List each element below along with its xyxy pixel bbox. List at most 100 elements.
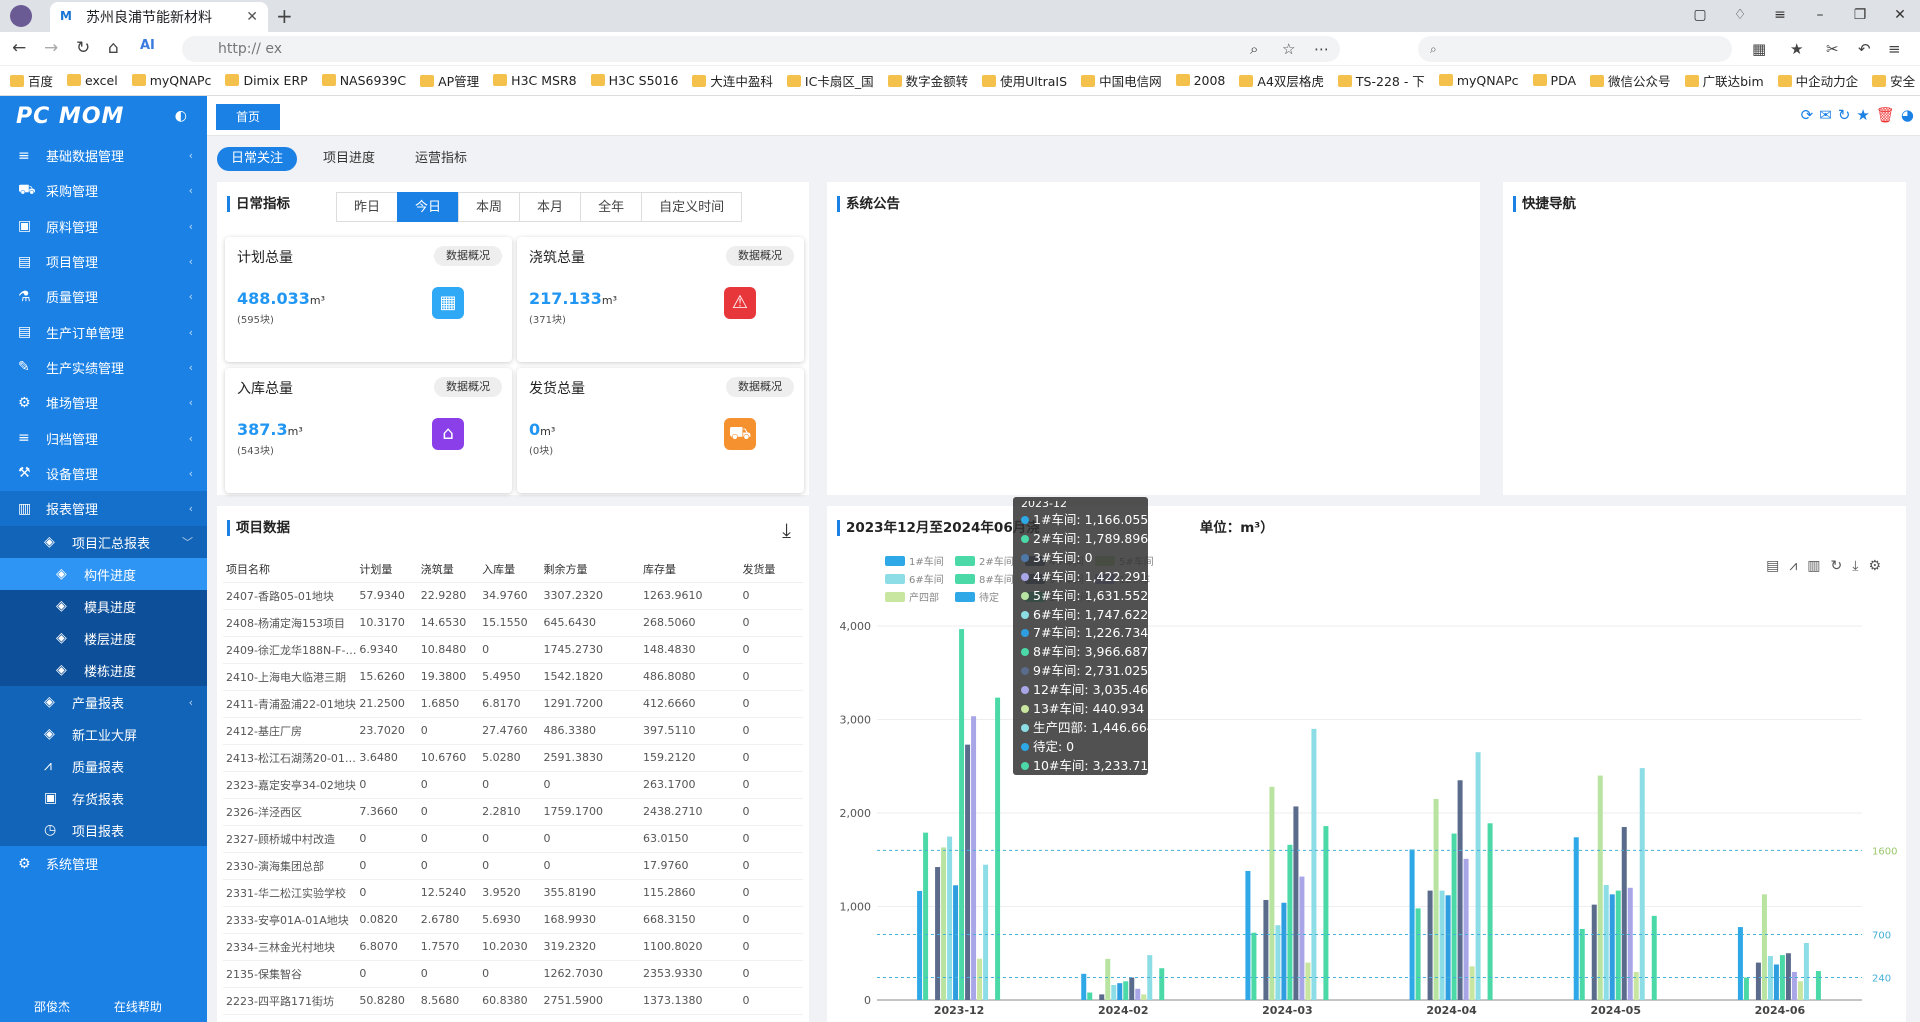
dashboard-tab[interactable]: 项目进度 <box>323 151 376 166</box>
bookmark-item[interactable]: Dimix ERP <box>225 73 308 88</box>
bar[interactable] <box>1105 958 1111 1000</box>
bar[interactable] <box>1245 870 1251 1000</box>
online-help-link[interactable]: 在线帮助 <box>113 1000 162 1014</box>
bar[interactable] <box>1305 962 1311 1000</box>
settings-icon[interactable]: ⚙ <box>1868 558 1881 574</box>
bar[interactable] <box>1651 915 1657 1000</box>
table-row[interactable]: 2412-基庄厂房 23.7020 0 27.4760 486.3380 397.5110… <box>223 717 803 745</box>
range-option[interactable]: 本周 <box>458 192 521 222</box>
sidebar-item[interactable]: ✎ 生产实绩管理 ‹ <box>0 350 207 385</box>
url-input[interactable]: http:// ex <box>182 36 1340 62</box>
bar[interactable] <box>1457 780 1463 1000</box>
bar[interactable] <box>1475 752 1481 1000</box>
sidebar-subitem[interactable]: ◈ 构件进度 <box>0 558 207 591</box>
bar[interactable] <box>953 885 959 1000</box>
bar[interactable] <box>1111 985 1117 1000</box>
home-tab[interactable]: 首页 <box>216 104 280 130</box>
refresh-status-icon[interactable]: ⟳ <box>1800 106 1814 124</box>
table-row[interactable]: 2323-嘉定安亭34-02地块 0 0 0 0 263.1700 0 <box>223 771 803 799</box>
palette-icon[interactable]: ◕ <box>1900 106 1914 124</box>
sidebar-item-project-summary[interactable]: ◈ 项目汇总报表 ﹀ <box>0 526 207 558</box>
bar[interactable] <box>1469 966 1475 1000</box>
bookmark-item[interactable]: 使用UltraIS <box>982 71 1067 90</box>
bookmark-item[interactable]: 广联达bim <box>1684 71 1764 90</box>
bookmark-item[interactable]: 安全 <box>1872 71 1915 90</box>
sidebar-report-item[interactable]: ⩘ 质量报表 <box>0 750 207 782</box>
bookmark-item[interactable]: PDA <box>1532 73 1576 88</box>
bar[interactable] <box>1123 981 1129 1000</box>
bookmark-item[interactable]: NAS6939C <box>321 73 406 88</box>
bar[interactable] <box>1081 973 1087 1000</box>
bar[interactable] <box>1815 971 1821 1000</box>
bookmark-item[interactable]: H3C S5016 <box>590 73 678 88</box>
legend-item[interactable]: 8#车间 <box>955 572 1025 590</box>
favorites-icon[interactable]: ★ <box>1790 40 1804 58</box>
bookmark-item[interactable]: AP管理 <box>420 71 479 90</box>
data-overview-button[interactable]: 数据概况 <box>726 377 794 397</box>
sidebar-report-item[interactable]: ▣ 存货报表 <box>0 782 207 814</box>
bar[interactable] <box>1487 823 1493 1000</box>
sidebar-subitem[interactable]: ◈ 楼栋进度 <box>0 654 207 686</box>
undo-icon[interactable]: ↶ <box>1858 40 1871 58</box>
bar[interactable] <box>1269 786 1275 1000</box>
bar[interactable] <box>971 716 977 1000</box>
scissors-icon[interactable]: ✂ <box>1826 40 1839 58</box>
bar[interactable] <box>1141 994 1147 1000</box>
reload-page-icon[interactable]: ↻ <box>1837 106 1851 124</box>
bar[interactable] <box>995 697 1001 1000</box>
legend-item[interactable]: 6#车间 <box>885 572 955 590</box>
data-overview-button[interactable]: 数据概况 <box>434 377 502 397</box>
bar[interactable] <box>1755 962 1761 1000</box>
browser-tab[interactable]: M 苏州良浦节能新材料 ✕ <box>50 2 268 32</box>
star-icon[interactable]: ★ <box>1856 106 1870 124</box>
sidebar-report-item[interactable]: ◷ 项目报表 <box>0 814 207 846</box>
table-row[interactable]: 2326-洋泾西区 7.3660 0 2.2810 1759.1700 2438.2710… <box>223 798 803 826</box>
ai-icon[interactable]: AI <box>140 38 155 53</box>
bookmark-item[interactable]: 中国电信网 <box>1081 71 1162 90</box>
sidebar-item[interactable]: ⚗ 质量管理 ‹ <box>0 279 207 314</box>
table-row[interactable]: 2331-华二松江实验学校 0 12.5240 3.9520 355.8190 115.2… <box>223 879 803 907</box>
bookmark-item[interactable]: myQNAPc <box>131 73 211 88</box>
table-row[interactable]: 2327-顾桥城中村改造 0 0 0 0 63.0150 0 <box>223 825 803 853</box>
bookmark-item[interactable]: A4双层格虎 <box>1239 71 1324 90</box>
table-row[interactable]: 2408-杨浦定海153项目 10.3170 14.6530 15.1550 645.6… <box>223 609 803 637</box>
bar[interactable] <box>1409 849 1415 1000</box>
bar[interactable] <box>1597 775 1603 1000</box>
legend-item[interactable]: 待定 <box>955 590 1025 608</box>
range-option[interactable]: 昨日 <box>336 192 399 222</box>
sidebar-item[interactable]: ▤ 项目管理 ‹ <box>0 244 207 279</box>
bar[interactable] <box>1293 806 1299 1000</box>
bar[interactable] <box>1639 768 1645 1000</box>
table-row[interactable]: 2223-四平路171街坊 50.8280 8.5680 60.8380 2751.59… <box>223 987 803 1015</box>
bar[interactable] <box>1129 977 1135 1000</box>
restore-icon[interactable]: ❐ <box>1853 7 1867 23</box>
download-icon[interactable]: ⤓ <box>782 518 791 542</box>
profile-avatar[interactable] <box>10 5 32 27</box>
sidebar-item[interactable]: ▥ 报表管理 ‹ <box>0 490 207 527</box>
bar[interactable] <box>1311 728 1317 1000</box>
data-overview-button[interactable]: 数据概况 <box>434 246 502 266</box>
bar[interactable] <box>1323 826 1329 1000</box>
sidebar-report-item[interactable]: ◈ 产量报表 ‹ <box>0 686 207 718</box>
bar[interactable] <box>1603 884 1609 1000</box>
bar[interactable] <box>983 864 989 1000</box>
more-icon[interactable]: ≡ <box>1888 40 1901 58</box>
bar[interactable] <box>947 836 953 1000</box>
mail-icon[interactable]: ✉ <box>1819 106 1832 124</box>
bar[interactable] <box>1159 968 1165 1000</box>
bookmark-item[interactable]: myQNAPc <box>1438 73 1519 88</box>
bar[interactable] <box>1087 992 1093 1000</box>
data-view-icon[interactable]: ▤ <box>1766 558 1780 574</box>
restore-chart-icon[interactable]: ↻ <box>1830 558 1843 574</box>
bar[interactable] <box>1263 899 1269 1000</box>
data-overview-button[interactable]: 数据概况 <box>726 246 794 266</box>
bar-chart-icon[interactable]: ▥ <box>1807 558 1821 574</box>
sidebar-report-item[interactable]: ◈ 新工业大屏 <box>0 718 207 750</box>
range-option[interactable]: 今日 <box>397 192 460 222</box>
sidebar-item[interactable]: ≡ 归档管理 ‹ <box>0 420 207 455</box>
bar[interactable] <box>1779 955 1785 1000</box>
bar[interactable] <box>1627 887 1633 1000</box>
bookmark-item[interactable]: 微信公众号 <box>1590 71 1671 90</box>
sidebar-subitem[interactable]: ◈ 模具进度 <box>0 590 207 622</box>
dashboard-tab[interactable]: 日常关注 <box>217 147 298 171</box>
